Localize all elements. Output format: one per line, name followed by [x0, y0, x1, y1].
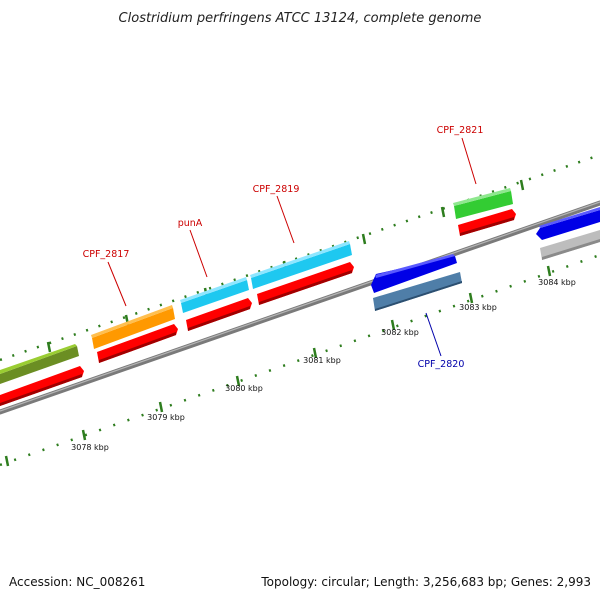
major-tick	[81, 429, 87, 441]
label-cpf2820[interactable]: CPF_2820	[418, 359, 465, 370]
gray-cds-shade	[542, 239, 600, 260]
upper-tick-row	[0, 153, 600, 362]
blue-gene-2-top	[539, 207, 600, 228]
red-cds-5-shade	[460, 217, 514, 236]
major-tick	[4, 455, 10, 467]
orange-gene-top	[91, 305, 173, 338]
major-tick	[390, 319, 396, 331]
scale-label: 3080 kbp	[225, 384, 263, 393]
genome-backbone-highlight	[0, 201, 600, 412]
scale-labels: 3078 kbp 3079 kbp 3080 kbp 3081 kbp 3082…	[71, 278, 576, 452]
major-tick	[235, 375, 241, 387]
red-cds-3-shade	[188, 306, 250, 331]
label-puna[interactable]: punA	[178, 218, 203, 229]
connector-cpf2819	[276, 195, 295, 244]
red-cds-3[interactable]	[186, 298, 252, 331]
connector-cpf2820	[425, 312, 442, 357]
red-cds-2[interactable]	[97, 324, 178, 363]
topology-summary: Topology: circular; Length: 3,256,683 bp…	[260, 575, 591, 589]
green-gene-cpf2821[interactable]	[454, 191, 513, 219]
blue-gene-2[interactable]	[536, 210, 600, 240]
red-cds-4-shade	[259, 270, 352, 305]
major-tick	[158, 401, 164, 413]
gene-features	[0, 188, 600, 406]
blue-gene-1-top	[375, 254, 455, 278]
connector-cpf2821	[461, 137, 477, 185]
major-tick	[468, 292, 474, 304]
scale-label: 3081 kbp	[303, 356, 341, 365]
gene-labels: CPF_2817 punA CPF_2819 CPF_2820 CPF_2821	[83, 125, 484, 370]
cyan-gene-puna[interactable]	[181, 280, 249, 313]
olive-gene[interactable]	[0, 346, 79, 384]
scale-label: 3082 kbp	[381, 328, 419, 337]
orange-gene[interactable]	[92, 308, 175, 349]
label-cpf2817[interactable]: CPF_2817	[83, 249, 130, 260]
major-tick	[46, 341, 52, 353]
green-gene-cpf2821-top	[453, 188, 511, 206]
major-tick	[440, 206, 446, 218]
cyan-gene-cpf2819-top	[250, 241, 350, 278]
gray-cds[interactable]	[540, 230, 600, 260]
major-tick	[546, 265, 552, 277]
red-cds-4[interactable]	[257, 262, 354, 305]
genome-backbone	[0, 200, 600, 415]
steelblue-cds[interactable]	[373, 272, 462, 311]
scale-label: 3078 kbp	[71, 443, 109, 452]
label-cpf2819[interactable]: CPF_2819	[253, 184, 300, 195]
red-cds-2-shade	[99, 332, 176, 363]
connector-puna	[189, 229, 208, 278]
major-tick	[519, 179, 525, 191]
major-tick	[361, 233, 367, 245]
scale-label: 3084 kbp	[538, 278, 576, 287]
major-ticks	[4, 265, 552, 467]
steelblue-cds-shade	[375, 281, 462, 311]
lower-tick-row	[0, 253, 600, 467]
label-cpf2821[interactable]: CPF_2821	[437, 125, 484, 136]
label-connectors	[107, 137, 477, 357]
map-title: Clostridium perfringens ATCC 13124, comp…	[119, 11, 482, 26]
olive-gene-top	[0, 344, 77, 374]
red-cds-1-shade	[0, 374, 82, 406]
cyan-gene-puna-top	[180, 277, 247, 303]
accession-text: Accession: NC_008261	[9, 575, 145, 589]
red-cds-5[interactable]	[458, 209, 516, 236]
scale-label: 3083 kbp	[459, 303, 497, 312]
blue-gene-1[interactable]	[371, 256, 457, 293]
cyan-gene-cpf2819[interactable]	[251, 244, 352, 289]
scale-label: 3079 kbp	[147, 413, 185, 422]
major-tick	[312, 347, 318, 359]
connector-cpf2817	[107, 261, 127, 307]
